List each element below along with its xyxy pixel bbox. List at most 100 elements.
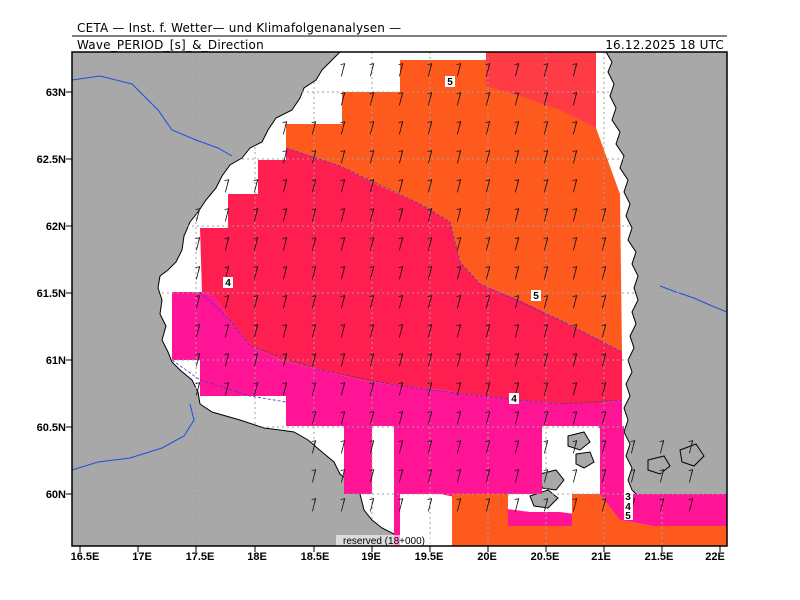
wave-arrow: [282, 237, 288, 251]
wave-arrow: [311, 353, 317, 367]
wave-arrow: [282, 295, 288, 309]
wave-arrow: [601, 324, 607, 338]
wave-arrow: [398, 469, 404, 483]
wave-arrow: [601, 266, 607, 280]
wave-arrow: [659, 469, 665, 483]
lon-label: 18.5E: [301, 551, 330, 563]
wave-arrow: [427, 295, 433, 309]
wave-arrow: [659, 440, 665, 454]
wave-arrow: [427, 440, 433, 454]
wave-arrow: [630, 440, 636, 454]
wave-arrow: [543, 382, 549, 396]
wave-arrow: [601, 353, 607, 367]
wave-arrow: [601, 469, 607, 483]
wave-arrow: [340, 324, 346, 338]
wave-arrow: [456, 498, 462, 512]
wave-arrow: [427, 208, 433, 222]
lon-axis-labels: 16.5E 17E 17.5E 18E 18.5E 19E 19.5E 20E …: [71, 551, 725, 563]
wave-arrow: [398, 179, 404, 193]
wave-arrow: [224, 179, 230, 193]
wave-arrow: [688, 440, 694, 454]
wave-arrow: [398, 440, 404, 454]
wave-arrow: [282, 150, 288, 164]
institute-title: CETA — Inst. f. Wetter— und Klimafolgena…: [77, 21, 402, 35]
wave-arrow: [369, 150, 375, 164]
period-zone-5plus: [286, 52, 622, 352]
wave-arrow: [688, 498, 694, 512]
contour-3s: [171, 359, 287, 403]
wave-arrow: [398, 353, 404, 367]
wave-arrow: [514, 266, 520, 280]
wave-arrow: [369, 353, 375, 367]
wave-arrow: [485, 440, 491, 454]
wave-arrow: [369, 469, 375, 483]
wave-arrow: [311, 237, 317, 251]
wave-arrow: [543, 237, 549, 251]
wave-arrow: [282, 121, 288, 135]
wave-arrow: [543, 324, 549, 338]
wave-arrow: [514, 353, 520, 367]
lon-label: 20E: [477, 551, 497, 563]
wave-arrow: [369, 324, 375, 338]
wave-arrow: [311, 469, 317, 483]
wave-arrow: [572, 295, 578, 309]
wave-arrow: [572, 150, 578, 164]
wave-arrow: [427, 382, 433, 396]
wave-arrow: [340, 92, 346, 106]
wave-arrow: [572, 121, 578, 135]
contour-5s: [285, 147, 623, 353]
wave-arrow: [514, 498, 520, 512]
wave-arrow: [224, 382, 230, 396]
wave-arrow: [398, 411, 404, 425]
wave-arrow: [398, 208, 404, 222]
wave-arrow: [601, 208, 607, 222]
lon-label: 21.5E: [645, 551, 674, 563]
lat-label: 60N: [46, 489, 66, 501]
wave-arrow: [311, 498, 317, 512]
wave-arrow: [427, 498, 433, 512]
wave-arrow: [253, 353, 259, 367]
wave-arrow: [427, 150, 433, 164]
wave-arrow: [427, 469, 433, 483]
wave-arrow: [340, 469, 346, 483]
wave-arrow: [224, 324, 230, 338]
contour-label: 5: [533, 291, 539, 302]
lon-label: 22E: [705, 551, 725, 563]
wave-arrow: [369, 121, 375, 135]
wave-period-field: [172, 52, 727, 546]
lon-label: 17E: [132, 551, 152, 563]
lat-label: 61N: [46, 355, 66, 367]
wave-arrow: [311, 121, 317, 135]
wave-arrow: [253, 324, 259, 338]
wave-arrow: [224, 353, 230, 367]
wave-arrow: [485, 179, 491, 193]
wave-arrow: [427, 92, 433, 106]
wave-arrow: [398, 498, 404, 512]
wave-arrow: [282, 266, 288, 280]
wave-arrow: [572, 353, 578, 367]
wave-arrow: [543, 469, 549, 483]
wave-arrow: [514, 179, 520, 193]
period-zone-4-5: [200, 148, 622, 404]
wave-arrow: [572, 92, 578, 106]
wave-arrow: [456, 295, 462, 309]
wave-arrow: [340, 63, 346, 77]
wave-arrow: [485, 121, 491, 135]
wave-arrow: [456, 150, 462, 164]
wave-arrow: [514, 411, 520, 425]
contour-label-group: 5 5 4 4 3 4 5: [223, 76, 633, 522]
sweden-land: [72, 52, 401, 546]
contour-label: 5: [447, 77, 453, 88]
wave-arrow: [572, 411, 578, 425]
wave-arrow: [485, 63, 491, 77]
wave-arrow: [514, 150, 520, 164]
wave-arrow: [572, 179, 578, 193]
wave-arrow: [340, 353, 346, 367]
wave-arrow: [369, 266, 375, 280]
wave-arrow: [369, 237, 375, 251]
wave-arrow: [514, 208, 520, 222]
wave-arrow: [340, 179, 346, 193]
wave-arrow: [456, 266, 462, 280]
period-zone-south-orange: [452, 494, 727, 546]
